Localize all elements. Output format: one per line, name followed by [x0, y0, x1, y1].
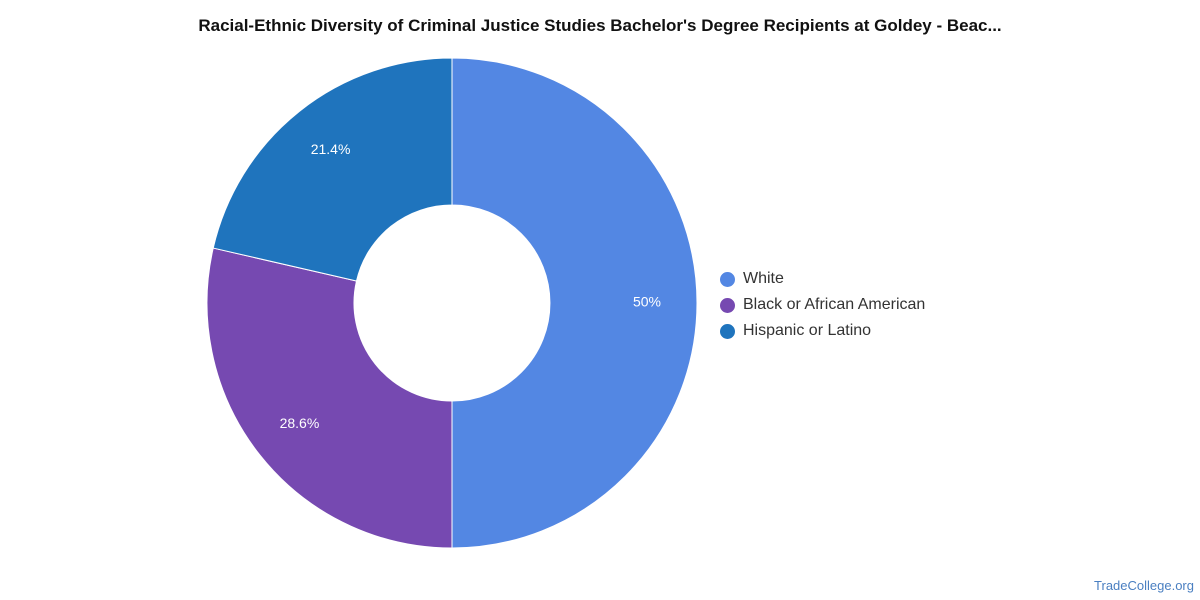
legend-label-hispanic-or-latino: Hispanic or Latino: [743, 322, 872, 339]
watermark[interactable]: TradeCollege.org: [1094, 578, 1194, 593]
legend-item-hispanic-or-latino[interactable]: Hispanic or Latino: [720, 318, 925, 344]
slice-black-or-african-american[interactable]: [206, 247, 453, 549]
slice-label-white: 50%: [633, 294, 661, 310]
slice-label-hispanic-or-latino: 21.4%: [311, 141, 351, 157]
slice-white[interactable]: [451, 57, 698, 549]
slice-label-black-or-african-american: 28.6%: [280, 415, 320, 431]
slice-hispanic-or-latino[interactable]: [212, 57, 453, 282]
legend-swatch-black-or-african-american: [720, 297, 735, 313]
legend-label-black-or-african-american: Black or African American: [743, 296, 926, 313]
chart-title: Racial-Ethnic Diversity of Criminal Just…: [198, 16, 1002, 35]
legend-label-white: White: [743, 270, 784, 287]
legend: White Black or African American Hispanic…: [720, 266, 925, 344]
legend-item-black-or-african-american[interactable]: Black or African American: [720, 292, 925, 318]
legend-item-white[interactable]: White: [720, 266, 925, 292]
legend-swatch-hispanic-or-latino: [720, 323, 735, 339]
legend-swatch-white: [720, 271, 735, 287]
